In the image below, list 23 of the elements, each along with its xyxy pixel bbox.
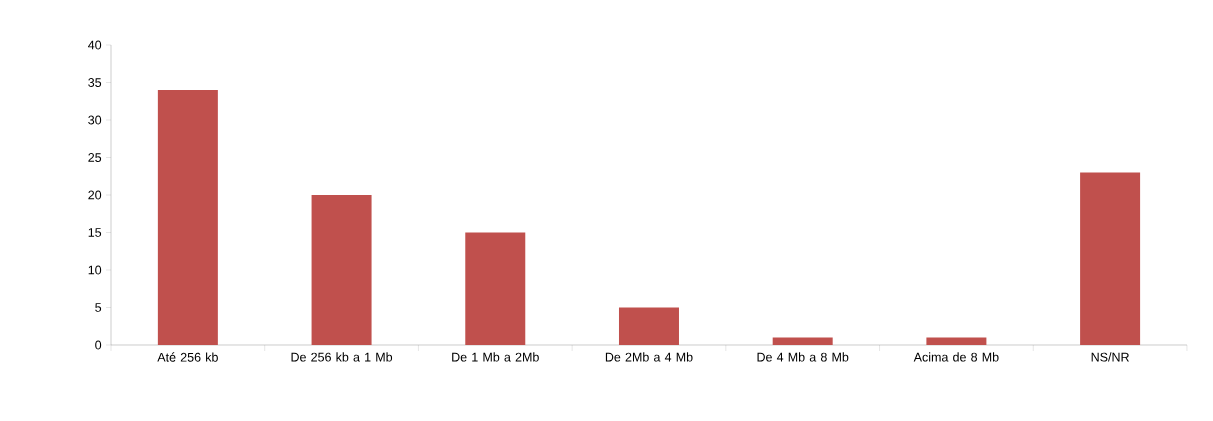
y-tick-label: 40 (88, 40, 102, 50)
bar (618, 307, 679, 345)
bar (1080, 172, 1141, 345)
x-tick-label: De 2Mb a 4 Mb (605, 352, 693, 362)
y-tick-label: 5 (95, 303, 102, 312)
x-tick-label: Até 256 kb (157, 352, 218, 362)
bar (157, 90, 218, 345)
x-tick-label: NS/NR (1091, 352, 1129, 362)
x-tick-label: Acima de 8 Mb (913, 352, 999, 362)
bar (926, 337, 987, 345)
y-tick-label: 10 (88, 265, 102, 275)
bar (465, 232, 526, 345)
y-tick-label: 35 (88, 78, 102, 87)
y-tick-label: 0 (95, 340, 102, 350)
y-tick-label: 15 (88, 228, 102, 237)
x-tick-label: De 1 Mb a 2Mb (452, 352, 539, 362)
y-tick-label: 30 (88, 115, 102, 125)
y-tick-label: 25 (88, 153, 102, 162)
x-tick-label: De 256 kb a 1 Mb (291, 352, 393, 362)
bar (772, 337, 833, 345)
x-tick-label: De 4 Mb a 8 Mb (757, 352, 849, 362)
y-tick-label: 20 (88, 190, 102, 200)
bar (311, 195, 372, 345)
